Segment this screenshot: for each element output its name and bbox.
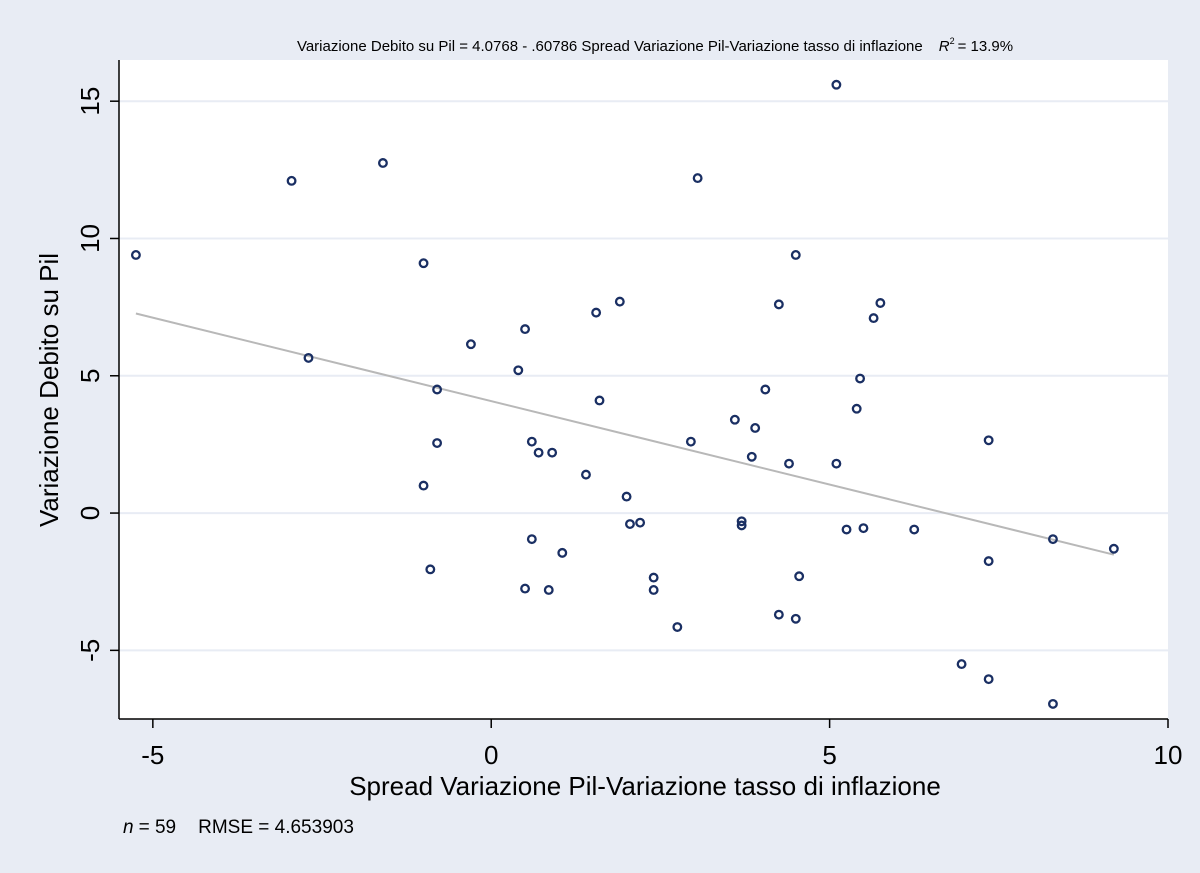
x-tick-label: 10	[1154, 740, 1183, 770]
data-point	[831, 79, 842, 90]
plot-area: -5 0 5 10 15 -5 0 5 10	[75, 60, 1182, 770]
y-tick-label: 5	[75, 369, 105, 383]
data-point	[983, 556, 994, 567]
data-point	[875, 298, 886, 308]
plot-background	[119, 60, 1168, 719]
data-point	[533, 447, 544, 458]
data-point	[557, 547, 568, 558]
data-point	[303, 352, 314, 363]
data-point	[418, 258, 429, 269]
data-point	[621, 491, 632, 502]
data-point	[831, 458, 842, 469]
data-point	[692, 173, 703, 184]
data-point	[983, 674, 994, 685]
data-point	[465, 339, 476, 350]
data-point	[286, 175, 297, 186]
data-point	[625, 519, 635, 529]
x-axis-label: Spread Variazione Pil-Variazione tasso d…	[349, 771, 941, 801]
y-tick-label: -5	[75, 639, 105, 662]
data-point	[130, 250, 141, 260]
data-point	[432, 438, 443, 448]
data-point	[750, 422, 761, 433]
data-point	[746, 451, 757, 462]
data-point	[526, 436, 537, 447]
footer-stats: n = 59 RMSE = 4.653903	[123, 817, 354, 838]
data-point	[520, 324, 531, 335]
data-point	[591, 307, 602, 318]
data-point	[1047, 534, 1058, 545]
data-point	[736, 516, 747, 527]
data-point	[513, 365, 524, 376]
data-point	[672, 622, 683, 632]
x-tick-label: -5	[141, 740, 164, 770]
data-point	[790, 613, 801, 624]
x-tick-label: 5	[822, 740, 836, 770]
data-point	[614, 296, 625, 307]
data-point	[1108, 543, 1119, 554]
data-point	[520, 583, 531, 594]
y-tick-label: 10	[75, 224, 105, 253]
data-point	[594, 395, 605, 406]
data-point	[648, 584, 659, 595]
data-point	[794, 571, 805, 582]
data-point	[773, 609, 784, 620]
data-point	[760, 384, 771, 395]
x-tick-label: 0	[484, 740, 498, 770]
data-point	[418, 480, 429, 491]
data-point	[773, 299, 784, 310]
data-point	[858, 523, 869, 534]
chart-title: Variazione Debito su Pil = 4.0768 - .607…	[297, 36, 1013, 55]
y-axis-label: Variazione Debito su Pil	[34, 253, 64, 527]
fitted-line	[135, 312, 1115, 556]
data-point	[432, 384, 443, 395]
data-point	[868, 313, 879, 324]
data-point	[425, 564, 436, 575]
data-point	[1047, 698, 1058, 709]
data-point	[790, 250, 801, 260]
data-point	[851, 403, 862, 414]
data-point	[377, 158, 388, 168]
data-point	[543, 584, 554, 595]
data-point	[635, 517, 646, 528]
data-point	[648, 572, 659, 583]
data-point	[729, 414, 740, 425]
data-point	[841, 524, 852, 535]
y-tick-label: 15	[75, 87, 105, 116]
data-point	[685, 436, 696, 447]
data-point	[855, 373, 866, 384]
data-point	[526, 534, 537, 545]
data-point	[983, 435, 994, 446]
data-point	[784, 458, 794, 469]
data-point	[956, 659, 967, 670]
data-point	[581, 469, 591, 480]
data-point	[547, 447, 558, 458]
data-point	[909, 524, 920, 535]
data-point	[736, 520, 747, 531]
y-tick-label: 0	[75, 506, 105, 520]
